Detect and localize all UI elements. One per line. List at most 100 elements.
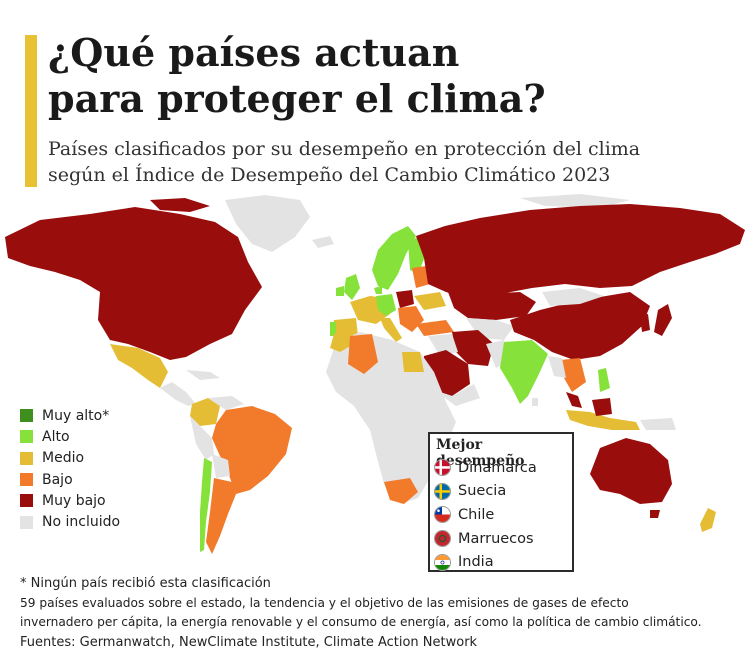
borneo	[592, 398, 612, 416]
iran	[452, 330, 494, 366]
legend-item: Bajo	[20, 469, 120, 490]
legend-item: Alto	[20, 426, 120, 447]
legend-item: Muy alto*	[20, 405, 120, 426]
germany	[376, 294, 396, 316]
title-line-1: ¿Qué países actuan	[48, 30, 460, 75]
iraq-syria	[428, 334, 458, 356]
north-america	[5, 207, 262, 360]
argentina	[206, 478, 236, 554]
legend-item: Medio	[20, 448, 120, 469]
legend-swatch-muy-bajo	[20, 494, 33, 508]
chile	[200, 458, 212, 552]
baltics-belarus	[412, 266, 430, 288]
china	[510, 292, 650, 360]
footnotes: * Ningún país recibió esta clasificación…	[20, 574, 740, 652]
bolivia	[212, 454, 230, 478]
legend-item: No incluido	[20, 511, 120, 532]
poland	[396, 290, 414, 308]
title-line-2: para proteger el clima?	[48, 76, 546, 121]
japan	[654, 304, 672, 336]
australia	[590, 438, 672, 504]
brazil	[212, 406, 292, 494]
best-item-label: Dinamarca	[458, 459, 537, 476]
legend-label: Muy alto*	[42, 407, 110, 424]
best-item-chile: Chile	[430, 503, 572, 527]
india-flag-icon	[434, 553, 451, 571]
legend-swatch-alto	[20, 430, 33, 444]
caribbean	[186, 370, 220, 380]
page-title: ¿Qué países actuan para proteger el clim…	[48, 30, 728, 122]
indonesia	[566, 410, 640, 430]
legend-swatch-no-incluido	[20, 515, 33, 529]
footnote-asterisk: * Ningún país recibió esta clasificación	[20, 576, 271, 591]
thailand-vietnam	[560, 358, 586, 392]
legend: Muy alto* Alto Medio Bajo Muy bajo No in…	[20, 405, 120, 533]
best-performers-box: Mejor desempeño Dinamarca Suecia Chile M…	[428, 432, 574, 572]
norway-sweden	[372, 226, 416, 290]
tasmania	[650, 510, 660, 518]
legend-swatch-medio	[20, 451, 33, 465]
legend-swatch-bajo	[20, 473, 33, 487]
south-africa	[384, 478, 418, 504]
legend-swatch-muy-alto	[20, 409, 33, 423]
denmark-flag-icon	[434, 459, 451, 477]
russia	[416, 204, 745, 300]
best-item-india: India	[430, 550, 572, 574]
malaysia	[566, 392, 582, 408]
myanmar	[548, 356, 566, 378]
chile-flag-icon	[434, 506, 451, 524]
iceland	[312, 236, 334, 248]
sources: Fuentes: Germanwatch, NewClimate Institu…	[20, 634, 478, 650]
new-guinea	[640, 418, 676, 430]
venezuela	[208, 396, 244, 410]
italy	[380, 318, 402, 342]
best-item-marruecos: Marruecos	[430, 527, 572, 551]
legend-label: No incluido	[42, 514, 121, 531]
best-performers-title: Mejor desempeño	[436, 437, 525, 469]
sweden-flag-icon	[434, 482, 451, 500]
turkey	[416, 320, 454, 336]
subtitle: Países clasificados por su desempeño en …	[48, 136, 738, 188]
denmark	[374, 286, 382, 294]
morocco-flag-icon	[434, 530, 451, 548]
legend-item: Muy bajo	[20, 490, 120, 511]
best-item-label: Marruecos	[458, 530, 534, 547]
morocco	[330, 330, 354, 352]
legend-label: Bajo	[42, 471, 73, 488]
mexico	[110, 344, 168, 388]
world-map	[5, 194, 745, 554]
best-item-label: Suecia	[458, 483, 507, 500]
greenland	[225, 195, 310, 252]
legend-label: Medio	[42, 450, 85, 467]
subtitle-line-1: Países clasificados por su desempeño en …	[48, 138, 641, 160]
central-america	[160, 382, 196, 406]
accent-bar	[25, 35, 37, 187]
legend-label: Alto	[42, 428, 70, 445]
egypt	[402, 352, 424, 372]
new-zealand	[700, 508, 716, 532]
algeria	[348, 334, 378, 374]
kazakhstan	[448, 292, 536, 320]
uk	[344, 274, 360, 300]
methodology-line-2: invernadero per cápita, la energía renov…	[20, 615, 702, 629]
legend-label: Muy bajo	[42, 492, 106, 509]
methodology-line-1: 59 países evaluados sobre el estado, la …	[20, 595, 629, 610]
colombia	[190, 398, 220, 426]
sri-lanka	[532, 398, 538, 406]
best-item-suecia: Suecia	[430, 480, 572, 504]
canada-islands	[150, 198, 210, 212]
africa	[326, 332, 456, 504]
best-item-dinamarca: Dinamarca	[430, 456, 572, 480]
mongolia	[542, 288, 604, 306]
ireland	[336, 286, 344, 296]
best-item-label: Chile	[458, 506, 495, 523]
philippines	[598, 368, 610, 392]
peru	[190, 416, 214, 460]
arctic-islands	[520, 194, 630, 208]
ukraine	[414, 292, 446, 310]
best-item-label: India	[458, 554, 494, 571]
subtitle-line-2: según el Índice de Desempeño del Cambio …	[48, 164, 611, 186]
portugal	[330, 322, 336, 336]
yemen-oman	[434, 384, 480, 406]
korea	[640, 314, 650, 332]
